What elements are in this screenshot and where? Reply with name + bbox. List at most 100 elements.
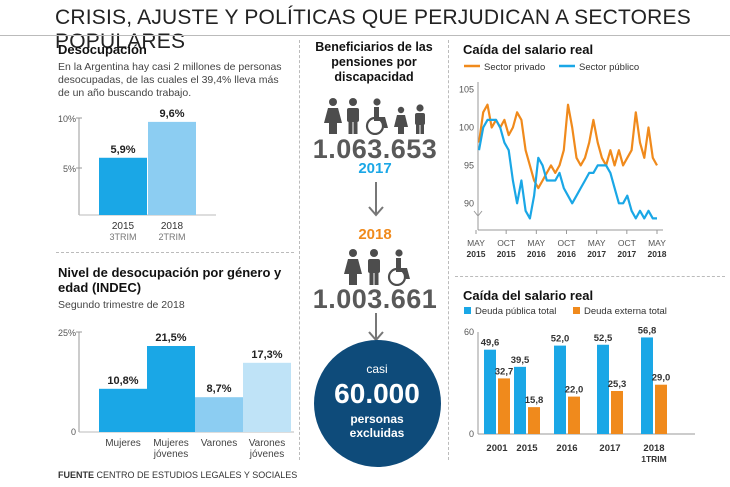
- x-tick-label: OCT: [618, 238, 636, 248]
- legend-label-public-debt: Deuda pública total: [475, 306, 556, 317]
- bar-value-label: 32,7: [495, 366, 514, 377]
- x-tick-label: Varones: [249, 438, 286, 449]
- y-tick-label: 10%: [58, 114, 76, 124]
- bar-value-label: 15,8: [525, 395, 544, 406]
- bar-public-debt: [554, 345, 566, 434]
- arrow-down-icon: [368, 182, 384, 217]
- x-tick-label: Varones: [201, 438, 238, 449]
- series-line-private: [477, 103, 658, 190]
- axis-break-icon: [473, 210, 483, 217]
- column-divider-right: [448, 40, 449, 460]
- gender-age-subtitle: Segundo trimestre de 2018: [58, 299, 185, 311]
- bar: [147, 346, 195, 432]
- x-tick-sublabel: 3TRIM: [110, 232, 137, 242]
- bar-value-label: 8,7%: [206, 383, 231, 395]
- x-tick-label: OCT: [558, 238, 576, 248]
- x-tick-label: Mujeres: [105, 438, 141, 449]
- bar-value-label: 22,0: [565, 385, 584, 396]
- x-tick-label: 2015: [516, 443, 538, 454]
- y-tick-label: 100: [459, 122, 474, 132]
- bar-public-debt: [514, 366, 526, 434]
- x-tick-label: MAY: [588, 238, 606, 248]
- circle-top-text: casi: [366, 362, 388, 376]
- x-tick-year: 2016: [557, 249, 576, 259]
- bar-public-debt: [641, 337, 653, 434]
- bar-value-label: 29,0: [652, 373, 671, 384]
- x-tick-label: 2016: [556, 443, 577, 454]
- y-tick-label: 25%: [58, 328, 76, 338]
- excluded-circle: [314, 340, 441, 467]
- row-divider-right: [455, 276, 725, 277]
- y-tick-label: 0: [469, 429, 474, 439]
- x-tick-label: 2018: [643, 443, 664, 454]
- bar-value-label: 10,8%: [107, 375, 138, 387]
- x-tick-label: Mujeres: [153, 438, 189, 449]
- bar-value-label: 52,0: [551, 334, 570, 345]
- x-tick-label: OCT: [497, 238, 515, 248]
- bar-external-debt: [655, 384, 667, 434]
- y-tick-label: 60: [464, 327, 474, 337]
- bar-external-debt: [568, 396, 580, 434]
- bar-value-label: 25,3: [608, 379, 627, 390]
- legend-swatch-external-debt: [573, 307, 580, 314]
- circle-bottom-text: personas excluidas: [349, 412, 405, 440]
- source-footer: FUENTE CENTRO DE ESTUDIOS LEGALES Y SOCI…: [58, 470, 297, 480]
- title-divider: [0, 35, 730, 36]
- gender-age-chart: 25% 0 10,8% Mujeres 21,5% Mujeres jóvenes 8,7…: [58, 328, 294, 460]
- pensions-title: Beneficiarios de las pensiones por disca…: [315, 40, 433, 84]
- bar-value-label: 17,3%: [251, 349, 282, 361]
- legend-label-external-debt: Deuda externa total: [584, 306, 667, 317]
- pensions-2018-year: 2018: [358, 226, 392, 243]
- pensions-2018-value: 1.003.661: [312, 284, 438, 314]
- bar: [243, 362, 291, 432]
- unemployment-description: En la Argentina hay casi 2 millones de p…: [58, 61, 282, 99]
- x-tick-label: jóvenes: [249, 449, 284, 460]
- legend-swatch-public-debt: [464, 307, 471, 314]
- source-label: FUENTE: [58, 470, 94, 480]
- y-tick-label: 0: [71, 427, 76, 437]
- x-tick-year: 2016: [527, 249, 546, 259]
- x-tick-label: MAY: [467, 238, 485, 248]
- x-tick-label: 2017: [599, 443, 620, 454]
- bar-value-label: 39,5: [511, 355, 530, 366]
- y-tick-label: 95: [464, 160, 474, 170]
- bar: [148, 121, 196, 215]
- bar-public-debt: [484, 349, 496, 434]
- people-group-2018-icon: [344, 249, 410, 286]
- bar: [99, 388, 147, 432]
- unemployment-title: Desocupación: [58, 42, 147, 57]
- bar-value-label: 56,8: [638, 325, 657, 336]
- pensions-2017-value: 1.063.653: [312, 134, 438, 164]
- circle-number: 60.000: [334, 378, 420, 409]
- bar-external-debt: [498, 378, 510, 434]
- bar-value-label: 52,5: [594, 333, 613, 344]
- x-tick-year: 2017: [617, 249, 636, 259]
- bar-external-debt: [611, 390, 623, 434]
- bar-external-debt: [528, 407, 540, 434]
- x-tick-label: 2001: [486, 443, 508, 454]
- bar: [99, 157, 147, 215]
- x-tick-label: 2015: [112, 221, 135, 232]
- debt-title: Caída del salario real: [463, 288, 594, 303]
- x-tick-year: 2015: [497, 249, 516, 259]
- y-tick-label: 105: [459, 85, 474, 95]
- bar-public-debt: [597, 344, 609, 434]
- bar: [195, 397, 243, 432]
- people-group-2017-icon: [324, 98, 425, 135]
- salary-chart: Sector privado Sector público 90 95 100 105…: [459, 62, 667, 259]
- gender-age-title: Nivel de desocupación por género y edad …: [58, 265, 282, 295]
- y-tick-label: 5%: [63, 164, 76, 174]
- bar-value-label: 49,6: [481, 338, 500, 349]
- salary-title: Caída del salario real: [463, 42, 594, 57]
- x-tick-label: MAY: [527, 238, 545, 248]
- x-tick-year: 2018: [648, 249, 667, 259]
- debt-chart: Deuda pública total Deuda externa total …: [464, 306, 695, 464]
- x-tick-label: 2018: [161, 221, 184, 232]
- row-divider-left: [56, 252, 294, 253]
- legend-label-public: Sector público: [579, 62, 639, 73]
- bar-value-label: 21,5%: [155, 332, 186, 344]
- series-line-public: [477, 118, 657, 220]
- x-tick-year: 2017: [587, 249, 606, 259]
- y-tick-label: 90: [464, 198, 474, 208]
